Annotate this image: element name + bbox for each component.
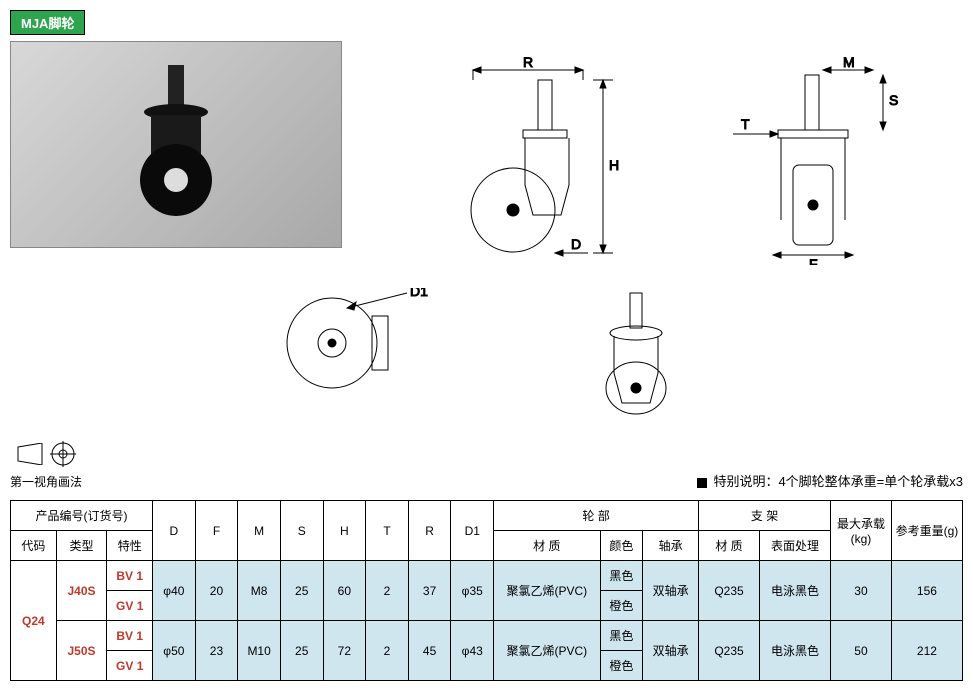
caster-photo-icon [106, 60, 246, 230]
mid-diagrams: D1 [10, 288, 963, 421]
cell-wmat: 聚氯乙烯(PVC) [494, 561, 601, 621]
cell-feature: BV 1 [107, 561, 153, 591]
square-bullet-icon [697, 478, 707, 488]
cell-weight: 156 [891, 561, 962, 621]
cell-S: 25 [280, 561, 323, 621]
cell-type: J40S [56, 561, 107, 621]
th-bracket: 支 架 [699, 501, 831, 531]
projection-label: 第一视角画法 [10, 473, 82, 490]
top-row: R H D [10, 35, 963, 268]
bottom-area: 第一视角画法 特别说明：4个脚轮整体承重=单个轮承载x3 产品编号(订货号) D… [10, 441, 963, 681]
cell-bmat: Q235 [699, 561, 760, 621]
cell-color: 黑色 [600, 561, 643, 591]
label-R: R [523, 55, 533, 70]
th-S: S [280, 501, 323, 561]
label-T: T [741, 116, 750, 132]
diagram-front: M S T [723, 55, 903, 268]
diagram-iso [572, 288, 702, 421]
th-type: 类型 [56, 531, 107, 561]
th-D: D [153, 501, 196, 561]
cell-bfinish: 电泳黑色 [759, 561, 830, 621]
cell-color: 橙色 [600, 591, 643, 621]
cell-bearing: 双轴承 [643, 561, 699, 621]
th-T: T [366, 501, 409, 561]
th-D1: D1 [451, 501, 494, 561]
diagrams-row: R H D [382, 35, 963, 268]
product-photo [10, 41, 342, 248]
cell-R: 37 [408, 561, 451, 621]
cell-feature: BV 1 [107, 621, 153, 651]
table-row: J50S BV 1 φ50 23 M10 25 72 2 45 φ43 聚氯乙烯… [11, 621, 963, 651]
cell-H: 60 [323, 561, 366, 621]
label-F: F [809, 256, 818, 265]
cell-D1: φ35 [451, 561, 494, 621]
th-wcolor: 颜色 [600, 531, 643, 561]
th-product-no: 产品编号(订货号) [11, 501, 153, 531]
note-text: 特别说明：4个脚轮整体承重=单个轮承载x3 [713, 474, 963, 489]
label-S: S [889, 92, 898, 108]
th-wheel: 轮 部 [494, 501, 699, 531]
label-D1: D1 [410, 288, 428, 299]
frustum-icon [16, 443, 44, 465]
th-bfinish: 表面处理 [759, 531, 830, 561]
label-H: H [609, 157, 619, 173]
projection-symbol: 第一视角画法 [10, 441, 82, 490]
page: MJA脚轮 R [10, 10, 963, 681]
th-M: M [238, 501, 281, 561]
th-H: H [323, 501, 366, 561]
cell-color: 黑色 [600, 621, 643, 651]
cell-feature: GV 1 [107, 591, 153, 621]
diagram-d1: D1 [272, 288, 442, 421]
th-wmat: 材 质 [494, 531, 601, 561]
diagram-side: R H D [443, 55, 643, 268]
cell-T: 2 [366, 561, 409, 621]
th-code: 代码 [11, 531, 57, 561]
th-R: R [408, 501, 451, 561]
th-wbearing: 轴承 [643, 531, 699, 561]
title-badge: MJA脚轮 [10, 10, 85, 35]
label-D: D [571, 236, 581, 252]
cell-M: M8 [238, 561, 281, 621]
cell-maxload: 30 [831, 561, 892, 621]
th-feature: 特性 [107, 531, 153, 561]
th-weight: 参考重量(g) [891, 501, 962, 561]
th-F: F [195, 501, 238, 561]
cell-D: φ40 [153, 561, 196, 621]
label-M: M [843, 55, 855, 70]
th-bmat: 材 质 [699, 531, 760, 561]
table-row: Q24 J40S BV 1 φ40 20 M8 25 60 2 37 φ35 聚… [11, 561, 963, 591]
cell-F: 20 [195, 561, 238, 621]
projection-row: 第一视角画法 特别说明：4个脚轮整体承重=单个轮承载x3 [10, 441, 963, 490]
spec-table: 产品编号(订货号) D F M S H T R D1 轮 部 支 架 最大承载(… [10, 500, 963, 681]
th-maxload: 最大承载(kg) [831, 501, 892, 561]
cell-feature: GV 1 [107, 651, 153, 681]
special-note: 特别说明：4个脚轮整体承重=单个轮承载x3 [697, 471, 963, 490]
cell-code: Q24 [11, 561, 57, 681]
target-icon [50, 441, 76, 467]
cell-color: 橙色 [600, 651, 643, 681]
